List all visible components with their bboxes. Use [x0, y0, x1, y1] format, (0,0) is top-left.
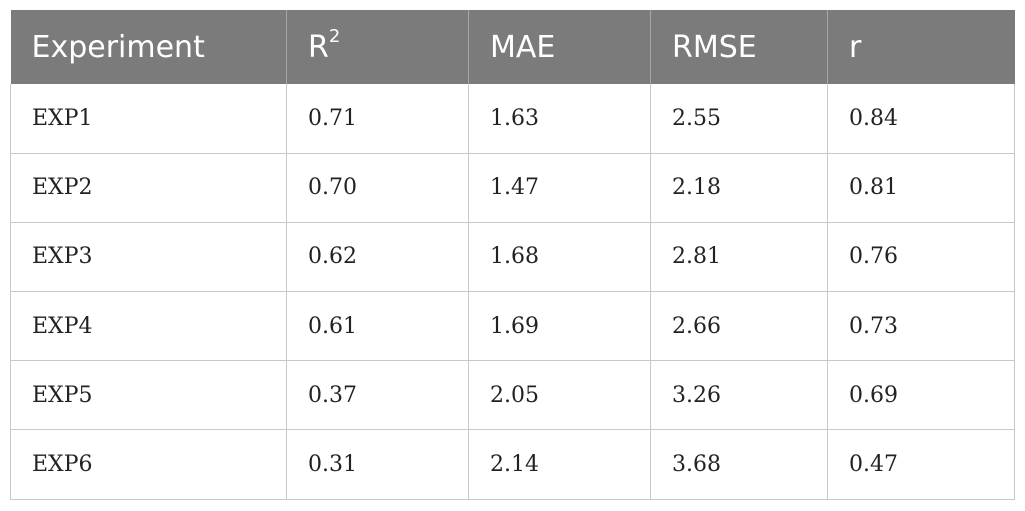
- cell-mae: 2.05: [468, 360, 651, 431]
- table-row: EXP4 0.61 1.69 2.66 0.73: [10, 291, 1015, 362]
- cell-r: 0.76: [827, 222, 1015, 293]
- cell-experiment: EXP4: [10, 291, 287, 362]
- cell-rmse: 2.55: [650, 84, 828, 154]
- cell-r: 0.81: [827, 153, 1015, 223]
- results-table: Experiment R2 MAE RMSE r EXP1 0.71 1.63 …: [10, 10, 1015, 500]
- cell-rmse: 2.81: [650, 222, 828, 293]
- cell-r: 0.84: [827, 84, 1015, 154]
- cell-rmse: 3.26: [650, 360, 828, 431]
- cell-experiment: EXP2: [10, 153, 287, 223]
- cell-r2: 0.37: [286, 360, 469, 431]
- table-body: EXP1 0.71 1.63 2.55 0.84 EXP2 0.70 1.47 …: [10, 84, 1015, 500]
- cell-experiment: EXP5: [10, 360, 287, 431]
- cell-mae: 1.69: [468, 291, 651, 362]
- cell-r2: 0.70: [286, 153, 469, 223]
- cell-r2: 0.71: [286, 84, 469, 154]
- table-row: EXP2 0.70 1.47 2.18 0.81: [10, 153, 1015, 223]
- cell-r: 0.47: [827, 429, 1015, 500]
- cell-mae: 1.63: [468, 84, 651, 154]
- cell-rmse: 2.66: [650, 291, 828, 362]
- cell-r: 0.69: [827, 360, 1015, 431]
- table-row: EXP3 0.62 1.68 2.81 0.76: [10, 222, 1015, 293]
- table-header: Experiment R2 MAE RMSE r: [10, 10, 1015, 84]
- header-row: Experiment R2 MAE RMSE r: [10, 10, 1015, 84]
- cell-experiment: EXP3: [10, 222, 287, 293]
- cell-r2: 0.62: [286, 222, 469, 293]
- header-r2: R2: [286, 10, 469, 84]
- header-rmse: RMSE: [650, 10, 828, 84]
- results-table-container: Experiment R2 MAE RMSE r EXP1 0.71 1.63 …: [10, 10, 1015, 500]
- cell-r2: 0.31: [286, 429, 469, 500]
- header-mae: MAE: [468, 10, 651, 84]
- cell-mae: 1.68: [468, 222, 651, 293]
- cell-r: 0.73: [827, 291, 1015, 362]
- table-row: EXP1 0.71 1.63 2.55 0.84: [10, 84, 1015, 154]
- header-experiment: Experiment: [10, 10, 287, 84]
- table-row: EXP6 0.31 2.14 3.68 0.47: [10, 429, 1015, 500]
- cell-mae: 1.47: [468, 153, 651, 223]
- table-row: EXP5 0.37 2.05 3.26 0.69: [10, 360, 1015, 431]
- cell-r2: 0.61: [286, 291, 469, 362]
- header-r2-base: R: [308, 29, 329, 65]
- header-r: r: [827, 10, 1015, 84]
- cell-experiment: EXP1: [10, 84, 287, 154]
- cell-mae: 2.14: [468, 429, 651, 500]
- header-r2-superscript: 2: [328, 25, 341, 47]
- cell-rmse: 2.18: [650, 153, 828, 223]
- cell-rmse: 3.68: [650, 429, 828, 500]
- cell-experiment: EXP6: [10, 429, 287, 500]
